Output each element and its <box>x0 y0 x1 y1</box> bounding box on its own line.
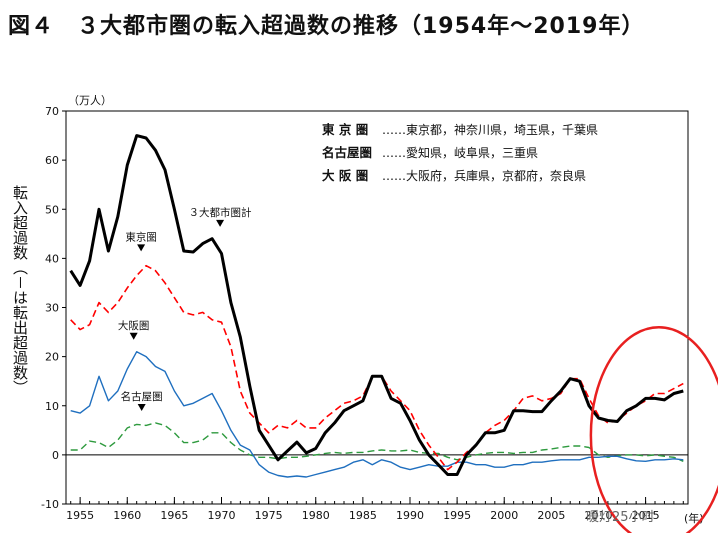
x-tick-label: 1995 <box>443 509 471 522</box>
plot-frame <box>65 110 689 505</box>
highlight-ellipse <box>589 326 718 533</box>
annotation-arrow <box>216 219 225 227</box>
legend-members: ……大阪府，兵庫県，京都府，奈良県 <box>382 168 586 183</box>
series-annotation: ３大都市圏計 <box>189 206 252 219</box>
x-axis-unit: (年) <box>684 511 704 525</box>
y-tick-label: 60 <box>45 154 59 167</box>
x-tick-label: 2010 <box>584 509 612 522</box>
x-tick-label: 1980 <box>302 509 330 522</box>
x-tick-label: 2000 <box>490 509 518 522</box>
legend-members: ……愛知県，岐阜県，三重県 <box>382 146 538 160</box>
series-annotation: 東京圏 <box>125 230 157 243</box>
annotation-arrow <box>137 404 146 412</box>
annotation-arrow <box>137 244 146 252</box>
series-lines <box>69 134 684 478</box>
x-tick-label: 1985 <box>349 509 377 522</box>
annotation-arrow <box>129 332 138 340</box>
axis-ticks: -10 0 10 20 30 40 50 60 70 1955 1960 1965 1970 1975 19… <box>41 105 684 522</box>
x-tick-label: 1990 <box>396 509 424 522</box>
legend-name: 東 京 圏 <box>322 122 368 137</box>
y-tick-label: -10 <box>41 498 59 511</box>
x-tick-label: 2015 <box>632 509 660 522</box>
x-tick-label: 1960 <box>113 509 141 522</box>
y-unit-label: （万人） <box>68 94 112 107</box>
series-annotation: 大阪圏 <box>118 319 150 332</box>
y-tick-label: 40 <box>45 252 59 265</box>
x-tick-label: 1965 <box>160 509 188 522</box>
series-line <box>69 134 684 476</box>
legend-name: 名古屋圏 <box>322 145 372 160</box>
y-axis-title: 転入超過数（－は転出超過数） <box>11 185 29 396</box>
figure-title: 図４ ３大都市圏の転入超過数の推移（1954年～2019年） <box>8 14 645 39</box>
y-tick-label: 70 <box>45 105 59 118</box>
legend-name: 大 阪 圏 <box>322 168 368 183</box>
legend-members: ……東京都，神奈川県，埼玉県，千葉県 <box>382 123 598 137</box>
y-tick-label: 0 <box>52 449 59 462</box>
x-tick-label: 1975 <box>255 509 283 522</box>
watermark-text: 暖灯25小时 <box>586 510 655 525</box>
series-annotation: 名古屋圏 <box>121 390 163 403</box>
y-tick-label: 30 <box>45 302 59 315</box>
series-line <box>70 351 684 478</box>
y-tick-label: 20 <box>45 351 59 364</box>
y-tick-label: 10 <box>45 400 59 413</box>
x-tick-label: 2005 <box>537 509 565 522</box>
x-tick-label: 1955 <box>66 509 94 522</box>
y-tick-label: 50 <box>45 203 59 216</box>
x-tick-label: 1970 <box>208 509 236 522</box>
